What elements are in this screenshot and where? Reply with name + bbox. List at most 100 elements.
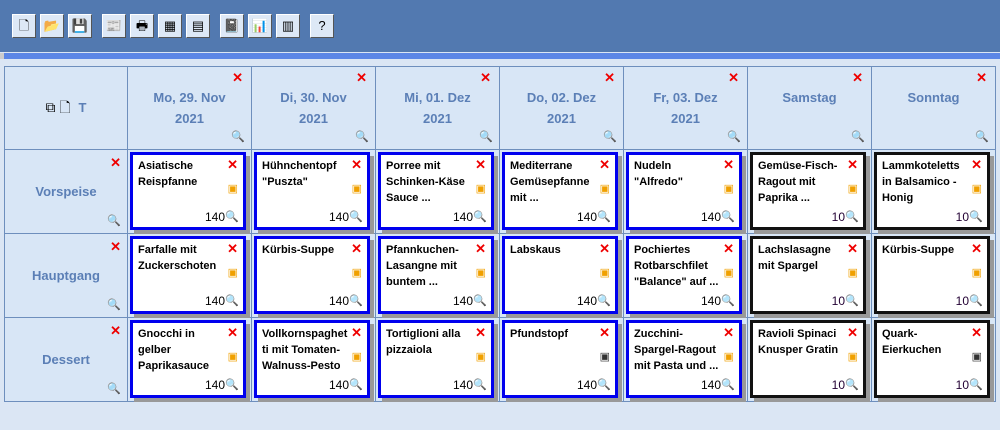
cup-icon[interactable]: ▣ [599, 267, 610, 279]
cup-icon[interactable]: ▣ [599, 351, 610, 363]
meal-card[interactable]: Gnocchi in gelber Paprikasauce ✕ ▣ 140 🔍 [130, 320, 246, 398]
meal-card[interactable]: Zucchini-Spargel-Ragout mit Pasta und ..… [626, 320, 742, 398]
delete-meal-icon[interactable]: ✕ [351, 325, 362, 340]
page-icon[interactable]: 🗋 [59, 99, 71, 115]
chart-button[interactable]: 📊 [248, 14, 272, 38]
abacus-button[interactable]: ▥ [276, 14, 300, 38]
delete-meal-icon[interactable]: ✕ [599, 157, 610, 172]
cup-icon[interactable]: ▣ [971, 183, 982, 195]
delete-day-icon[interactable]: ✕ [356, 70, 367, 85]
zoom-icon[interactable]: 🔍 [349, 295, 363, 307]
zoom-icon[interactable]: 🔍 [969, 211, 983, 223]
zoom-icon[interactable]: 🔍 [969, 379, 983, 391]
delete-meal-icon[interactable]: ✕ [599, 241, 610, 256]
cup-icon[interactable]: ▣ [475, 183, 486, 195]
meal-card[interactable]: Ravioli Spinaci Knusper Gratin ✕ ▣ 10 🔍 [750, 320, 866, 398]
delete-meal-icon[interactable]: ✕ [351, 157, 362, 172]
delete-meal-icon[interactable]: ✕ [971, 157, 982, 172]
print-button[interactable]: 🖶 [130, 14, 154, 38]
delete-meal-icon[interactable]: ✕ [351, 241, 362, 256]
cup-icon[interactable]: ▣ [847, 183, 858, 195]
delete-meal-icon[interactable]: ✕ [723, 241, 734, 256]
meal-card[interactable]: Mediterrane Gemüsepfanne mit ... ✕ ▣ 140 🔍 [502, 152, 618, 230]
zoom-icon[interactable]: 🔍 [845, 295, 859, 307]
zoom-icon[interactable]: 🔍 [355, 131, 369, 143]
zoom-icon[interactable]: 🔍 [721, 379, 735, 391]
delete-meal-icon[interactable]: ✕ [475, 325, 486, 340]
save-button[interactable]: 💾 [68, 14, 92, 38]
delete-course-icon[interactable]: ✕ [110, 155, 121, 170]
meal-card[interactable]: Quark-Eierkuchen ✕ ▣ 10 🔍 [874, 320, 990, 398]
document-button[interactable]: 📰 [102, 14, 126, 38]
meal-card[interactable]: Asiatische Reispfanne ✕ ▣ 140 🔍 [130, 152, 246, 230]
delete-day-icon[interactable]: ✕ [604, 70, 615, 85]
cup-icon[interactable]: ▣ [723, 183, 734, 195]
zoom-icon[interactable]: 🔍 [845, 379, 859, 391]
zoom-icon[interactable]: 🔍 [975, 131, 989, 143]
delete-meal-icon[interactable]: ✕ [227, 241, 238, 256]
cup-icon[interactable]: ▣ [227, 267, 238, 279]
meal-card[interactable]: Pfannkuchen-Lasangne mit buntem ... ✕ ▣ 140… [378, 236, 494, 314]
delete-course-icon[interactable]: ✕ [110, 239, 121, 254]
cup-icon[interactable]: ▣ [723, 351, 734, 363]
delete-course-icon[interactable]: ✕ [110, 323, 121, 338]
zoom-icon[interactable]: 🔍 [231, 131, 245, 143]
delete-day-icon[interactable]: ✕ [976, 70, 987, 85]
zoom-icon[interactable]: 🔍 [603, 131, 617, 143]
delete-meal-icon[interactable]: ✕ [971, 325, 982, 340]
zoom-icon[interactable]: 🔍 [845, 211, 859, 223]
open-button[interactable]: 📂 [40, 14, 64, 38]
meal-card[interactable]: Kürbis-Suppe ✕ ▣ 10 🔍 [874, 236, 990, 314]
zoom-icon[interactable]: 🔍 [473, 295, 487, 307]
cup-icon[interactable]: ▣ [227, 183, 238, 195]
new-button[interactable]: 🗋 [12, 14, 36, 38]
cup-icon[interactable]: ▣ [971, 267, 982, 279]
zoom-icon[interactable]: 🔍 [721, 211, 735, 223]
notebook-button[interactable]: 📓 [220, 14, 244, 38]
t-button[interactable]: T [78, 100, 87, 115]
delete-day-icon[interactable]: ✕ [480, 70, 491, 85]
zoom-icon[interactable]: 🔍 [225, 379, 239, 391]
calculator-button[interactable]: ▤ [186, 14, 210, 38]
zoom-icon[interactable]: 🔍 [473, 211, 487, 223]
zoom-icon[interactable]: 🔍 [597, 379, 611, 391]
delete-meal-icon[interactable]: ✕ [599, 325, 610, 340]
delete-day-icon[interactable]: ✕ [728, 70, 739, 85]
zoom-icon[interactable]: 🔍 [721, 295, 735, 307]
cup-icon[interactable]: ▣ [723, 267, 734, 279]
cup-icon[interactable]: ▣ [351, 267, 362, 279]
zoom-icon[interactable]: 🔍 [851, 131, 865, 143]
meal-card[interactable]: Porree mit Schinken-Käse Sauce ... ✕ ▣ 140 🔍 [378, 152, 494, 230]
copy-all-icon[interactable]: ⧉ [45, 99, 56, 115]
delete-meal-icon[interactable]: ✕ [227, 325, 238, 340]
meal-card[interactable]: Lachslasagne mit Spargel ✕ ▣ 10 🔍 [750, 236, 866, 314]
meal-card[interactable]: Tortiglioni alla pizzaiola ✕ ▣ 140 🔍 [378, 320, 494, 398]
delete-meal-icon[interactable]: ✕ [847, 157, 858, 172]
cup-icon[interactable]: ▣ [351, 351, 362, 363]
delete-meal-icon[interactable]: ✕ [475, 157, 486, 172]
delete-meal-icon[interactable]: ✕ [227, 157, 238, 172]
delete-day-icon[interactable]: ✕ [232, 70, 243, 85]
zoom-icon[interactable]: 🔍 [727, 131, 741, 143]
zoom-icon[interactable]: 🔍 [225, 211, 239, 223]
cup-icon[interactable]: ▣ [475, 267, 486, 279]
cup-icon[interactable]: ▣ [847, 351, 858, 363]
zoom-icon[interactable]: 🔍 [479, 131, 493, 143]
meal-card[interactable]: Pfundstopf ✕ ▣ 140 🔍 [502, 320, 618, 398]
zoom-icon[interactable]: 🔍 [107, 215, 121, 227]
delete-meal-icon[interactable]: ✕ [723, 325, 734, 340]
cup-icon[interactable]: ▣ [475, 351, 486, 363]
delete-meal-icon[interactable]: ✕ [971, 241, 982, 256]
zoom-icon[interactable]: 🔍 [349, 379, 363, 391]
delete-meal-icon[interactable]: ✕ [723, 157, 734, 172]
cup-icon[interactable]: ▣ [971, 351, 982, 363]
meal-card[interactable]: Lammkoteletts in Balsamico - Honig ✕ ▣ 10 🔍 [874, 152, 990, 230]
zoom-icon[interactable]: 🔍 [107, 299, 121, 311]
delete-meal-icon[interactable]: ✕ [475, 241, 486, 256]
meal-card[interactable]: Farfalle mit Zuckerschoten ✕ ▣ 140 🔍 [130, 236, 246, 314]
zoom-icon[interactable]: 🔍 [225, 295, 239, 307]
meal-card[interactable]: Kürbis-Suppe ✕ ▣ 140 🔍 [254, 236, 370, 314]
zoom-icon[interactable]: 🔍 [473, 379, 487, 391]
meal-card[interactable]: Nudeln "Alfredo" ✕ ▣ 140 🔍 [626, 152, 742, 230]
delete-meal-icon[interactable]: ✕ [847, 241, 858, 256]
